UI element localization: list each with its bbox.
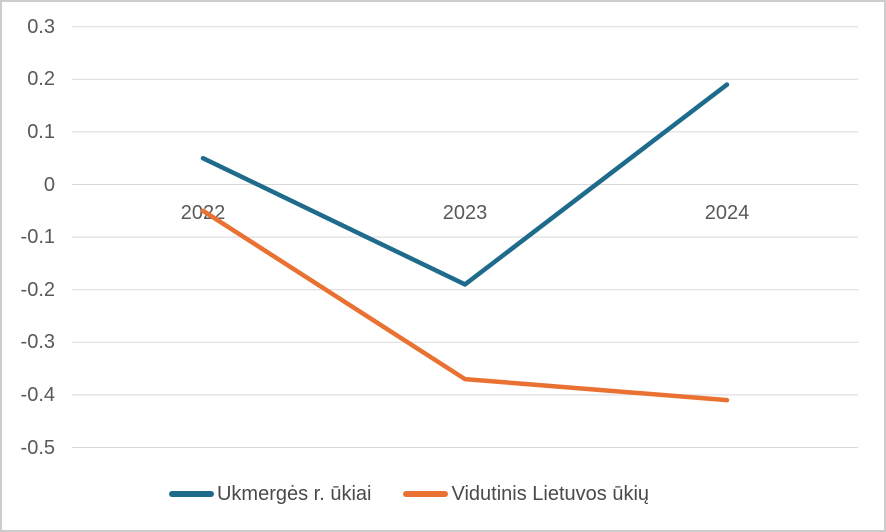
- series-line-0[interactable]: [200, 82, 730, 287]
- legend-line-swatch: [403, 491, 449, 497]
- x-tick-label: 2023: [442, 202, 488, 224]
- legend-line-swatch: [168, 491, 214, 497]
- y-tick-label: 0: [43, 173, 55, 196]
- legend-label: Vidutinis Lietuvos ūkių: [451, 483, 650, 505]
- y-tick-label: -0.2: [20, 278, 55, 301]
- series-line-1[interactable]: [200, 208, 730, 403]
- x-tick-label: 2024: [704, 202, 750, 224]
- legend-item-vidutinis[interactable]: Vidutinis Lietuvos ūkių: [403, 482, 649, 506]
- y-tick-label: 0.3: [27, 15, 55, 38]
- y-tick-label: 0.1: [27, 120, 55, 143]
- legend: Ukmergės r. ūkiai Vidutinis Lietuvos ūki…: [0, 481, 886, 507]
- y-tick-label: 0.2: [27, 68, 55, 91]
- legend-item-ukmerges[interactable]: Ukmergės r. ūkiai: [168, 482, 372, 506]
- legend-label: Ukmergės r. ūkiai: [216, 483, 372, 505]
- y-tick-label: -0.4: [20, 383, 55, 406]
- y-tick-label: -0.3: [20, 331, 55, 354]
- y-tick-label: -0.5: [20, 436, 55, 459]
- y-tick-label: -0.1: [20, 226, 55, 249]
